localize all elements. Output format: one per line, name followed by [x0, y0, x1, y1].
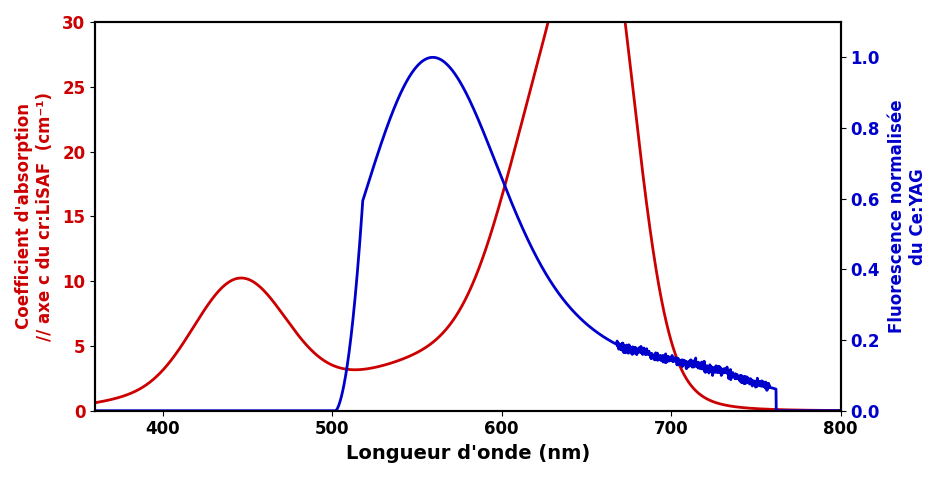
Y-axis label: Coefficient d'absorption
// axe c du cr:LiSAF  (cm⁻¹): Coefficient d'absorption // axe c du cr:… [15, 92, 54, 341]
X-axis label: Longueur d'onde (nm): Longueur d'onde (nm) [346, 444, 590, 463]
Y-axis label: Fluorescence normalisée
du Ce:YAG: Fluorescence normalisée du Ce:YAG [888, 99, 927, 333]
